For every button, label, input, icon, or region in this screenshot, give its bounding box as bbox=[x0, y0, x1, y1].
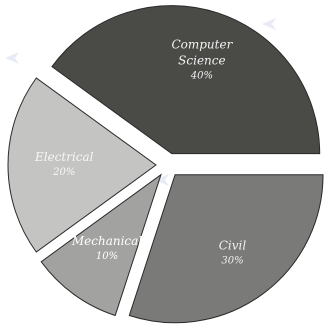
slice-value-civil: 30% bbox=[221, 256, 243, 267]
pie-slices bbox=[7, 5, 324, 324]
slice-label-electrical: Electrical bbox=[34, 150, 94, 164]
pie-slice-electrical bbox=[7, 77, 157, 253]
pie-slice-mechanical bbox=[40, 173, 162, 317]
slice-label-mechanical: Mechanical bbox=[71, 234, 142, 248]
watermark-arrow-2 bbox=[262, 18, 276, 30]
pie-slice-civil bbox=[128, 174, 324, 324]
slice-label-computer-science-0: Computer bbox=[171, 38, 233, 52]
slice-label-civil: Civil bbox=[219, 239, 247, 253]
slice-value-electrical: 20% bbox=[52, 167, 75, 178]
watermark-arrow-0 bbox=[5, 52, 19, 64]
slice-value-computer-science: 40% bbox=[190, 71, 213, 82]
pie-labels: Computer Science 40% Civil 30% Mechanical 10% E… bbox=[34, 38, 246, 267]
slice-label-computer-science-1: Science bbox=[178, 54, 225, 68]
watermark-arrow-1 bbox=[155, 174, 169, 186]
pie-slice-computer-science bbox=[51, 5, 321, 155]
slice-value-mechanical: 10% bbox=[96, 251, 118, 262]
